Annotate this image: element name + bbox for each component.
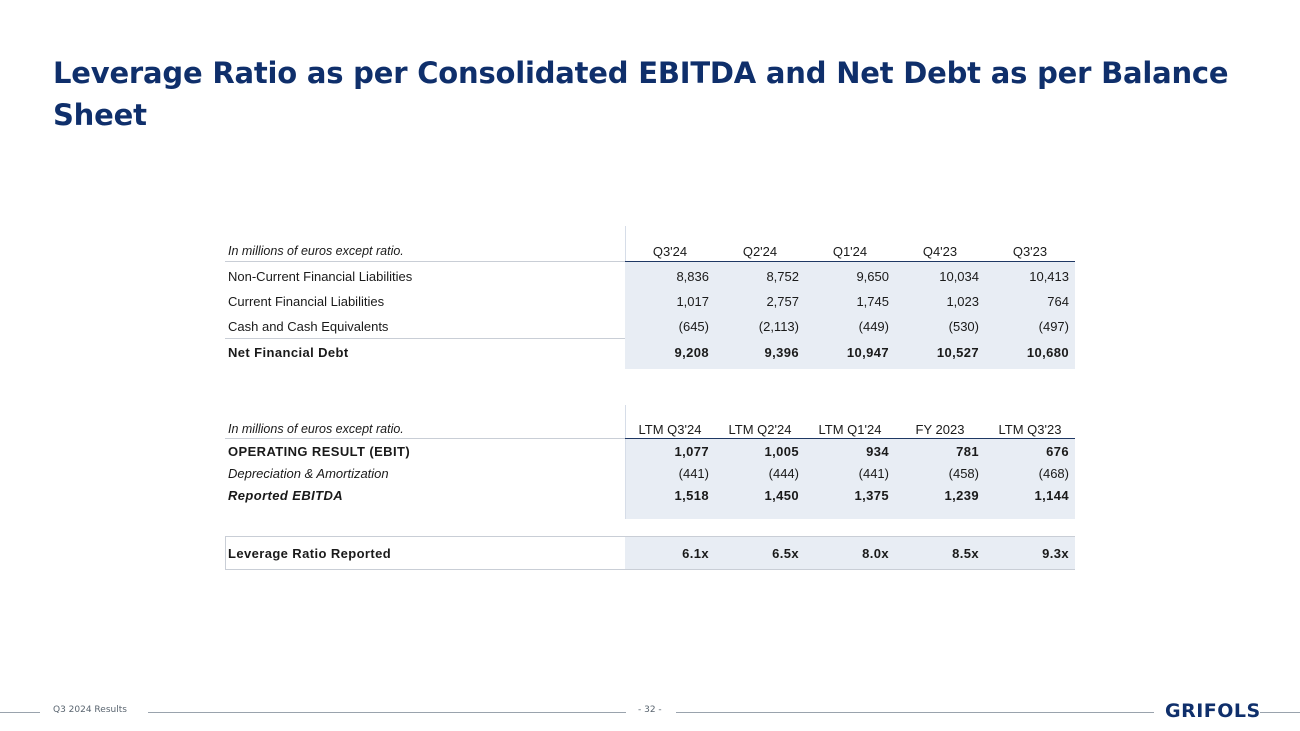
table-row: Depreciation & Amortization (441) (444) … [225, 462, 1075, 484]
leverage-ratio-table: Leverage Ratio Reported 6.1x 6.5x 8.0x 8… [225, 536, 1075, 570]
footer: Q3 2024 Results - 32 - GRIFOLS [0, 700, 1300, 726]
table-divider [225, 536, 226, 570]
cell: (2,113) [758, 318, 799, 334]
row-label: Leverage Ratio Reported [228, 545, 392, 561]
leverage-row: Leverage Ratio Reported 6.1x 6.5x 8.0x 8… [225, 542, 1075, 564]
cell: 781 [956, 443, 979, 459]
cell: 1,239 [944, 487, 979, 503]
cell: (468) [1038, 465, 1069, 481]
cell: 6.1x [682, 545, 709, 561]
cell: (441) [678, 465, 709, 481]
cell: 8.0x [862, 545, 889, 561]
header-rule [225, 261, 625, 262]
col-header: LTM Q1'24 [818, 421, 882, 437]
cell: 1,745 [856, 293, 889, 309]
cell: 1,518 [674, 487, 709, 503]
cell: 8,752 [766, 268, 799, 284]
cell: 1,077 [674, 443, 709, 459]
table-divider [625, 226, 626, 262]
col-header: Q3'24 [652, 243, 688, 259]
footer-rule [676, 712, 1154, 713]
table-divider [625, 439, 626, 519]
table-row: Cash and Cash Equivalents (645) (2,113) … [225, 315, 1075, 337]
footer-rule [148, 712, 626, 713]
table-header-row: In millions of euros except ratio. Q3'24… [225, 240, 1075, 262]
cell: 8,836 [676, 268, 709, 284]
footer-report-label: Q3 2024 Results [53, 705, 127, 715]
row-label: Non-Current Financial Liabilities [228, 268, 413, 284]
cell: 9,650 [856, 268, 889, 284]
cell: 10,947 [846, 344, 889, 360]
row-label: Depreciation & Amortization [228, 465, 389, 481]
cell: 676 [1046, 443, 1069, 459]
cell: (449) [858, 318, 889, 334]
cell: 2,757 [766, 293, 799, 309]
page-title: Leverage Ratio as per Consolidated EBITD… [53, 56, 1229, 132]
cell: 6.5x [772, 545, 799, 561]
table-divider [625, 405, 626, 439]
cell: 1,144 [1034, 487, 1069, 503]
col-header: FY 2023 [915, 421, 965, 437]
net-debt-table: In millions of euros except ratio. Q3'24… [225, 226, 1075, 369]
cell: 1,450 [764, 487, 799, 503]
cell: (497) [1038, 318, 1069, 334]
col-header: LTM Q2'24 [728, 421, 792, 437]
table-shade [625, 439, 1075, 519]
footer-rule [1260, 712, 1300, 713]
cell: 10,413 [1029, 268, 1069, 284]
table-shade [625, 262, 1075, 369]
cell: 10,680 [1026, 344, 1069, 360]
cell: 1,023 [946, 293, 979, 309]
footer-rule [0, 712, 40, 713]
total-rule [225, 338, 625, 339]
table-row: Non-Current Financial Liabilities 8,836 … [225, 265, 1075, 287]
row-label: Reported EBITDA [228, 487, 344, 503]
cell: (530) [948, 318, 979, 334]
ebitda-table: In millions of euros except ratio. LTM Q… [225, 405, 1075, 519]
cell: 9.3x [1042, 545, 1069, 561]
table-header-row: In millions of euros except ratio. LTM Q… [225, 418, 1075, 440]
cell: 10,527 [936, 344, 979, 360]
cell: (458) [948, 465, 979, 481]
cell: 934 [866, 443, 889, 459]
col-header: LTM Q3'24 [638, 421, 702, 437]
col-header: Q1'24 [832, 243, 868, 259]
cell: (645) [678, 318, 709, 334]
table-caption: In millions of euros except ratio. [228, 244, 404, 258]
cell: 1,005 [764, 443, 799, 459]
total-row: Reported EBITDA 1,518 1,450 1,375 1,239 … [225, 484, 1075, 506]
page-number: - 32 - [638, 705, 662, 715]
col-header: Q2'24 [742, 243, 778, 259]
table-row: Current Financial Liabilities 1,017 2,75… [225, 290, 1075, 312]
row-label: Cash and Cash Equivalents [228, 318, 389, 334]
cell: 764 [1047, 293, 1069, 309]
cell: 9,208 [674, 344, 709, 360]
cell: 8.5x [952, 545, 979, 561]
row-label: OPERATING RESULT (EBIT) [228, 443, 411, 459]
col-header: Q3'23 [1012, 243, 1048, 259]
total-row: Net Financial Debt 9,208 9,396 10,947 10… [225, 341, 1075, 363]
header-rule [625, 438, 1075, 439]
grifols-logo: GRIFOLS [1165, 700, 1261, 722]
cell: 1,017 [676, 293, 709, 309]
table-caption: In millions of euros except ratio. [228, 422, 404, 436]
col-header: LTM Q3'23 [998, 421, 1062, 437]
row-label: Current Financial Liabilities [228, 293, 385, 309]
cell: 1,375 [854, 487, 889, 503]
cell: 10,034 [939, 268, 979, 284]
table-row: OPERATING RESULT (EBIT) 1,077 1,005 934 … [225, 440, 1075, 462]
header-rule [225, 438, 625, 439]
table-shade [625, 536, 1075, 570]
row-label: Net Financial Debt [228, 344, 349, 360]
header-rule [625, 261, 1075, 262]
box-rule-bottom [225, 569, 1075, 570]
cell: (444) [768, 465, 799, 481]
box-rule-top [225, 536, 1075, 537]
cell: (441) [858, 465, 889, 481]
cell: 9,396 [764, 344, 799, 360]
col-header: Q4'23 [922, 243, 958, 259]
